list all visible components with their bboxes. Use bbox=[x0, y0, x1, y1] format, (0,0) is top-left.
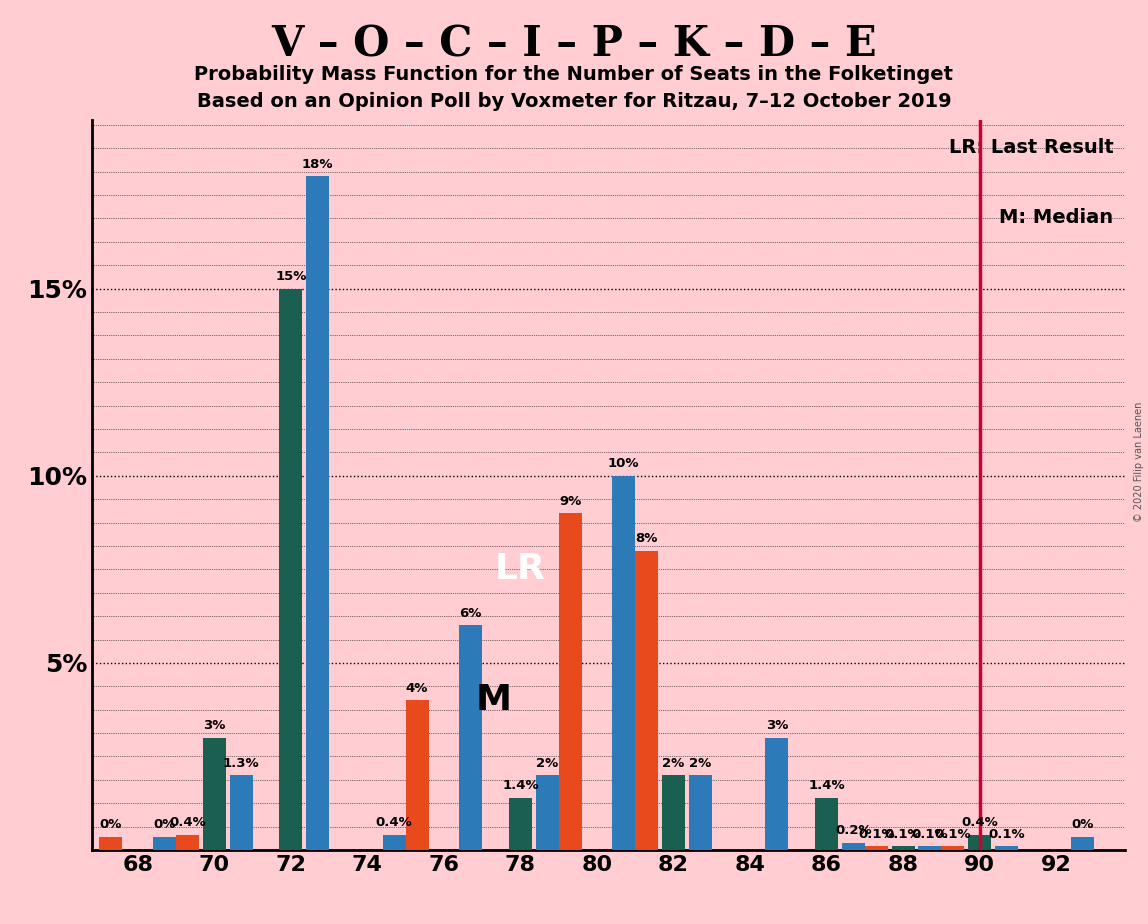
Bar bbox=[918, 846, 941, 850]
Text: 0.4%: 0.4% bbox=[169, 817, 205, 830]
Bar bbox=[203, 737, 226, 850]
Text: 0.4%: 0.4% bbox=[375, 817, 412, 830]
Bar bbox=[230, 775, 253, 850]
Text: 3%: 3% bbox=[766, 719, 788, 732]
Bar bbox=[279, 288, 302, 850]
Text: 0.1%: 0.1% bbox=[912, 828, 948, 841]
Text: 2%: 2% bbox=[536, 757, 558, 770]
Bar bbox=[559, 513, 582, 850]
Text: 18%: 18% bbox=[302, 158, 333, 171]
Text: M: M bbox=[475, 684, 512, 717]
Bar bbox=[509, 797, 532, 850]
Text: Based on an Opinion Poll by Voxmeter for Ritzau, 7–12 October 2019: Based on an Opinion Poll by Voxmeter for… bbox=[196, 92, 952, 112]
Bar bbox=[1071, 837, 1094, 850]
Text: 6%: 6% bbox=[459, 607, 482, 620]
Text: 2%: 2% bbox=[689, 757, 712, 770]
Text: 0.1%: 0.1% bbox=[885, 828, 922, 841]
Text: 0.1%: 0.1% bbox=[988, 828, 1025, 841]
Bar bbox=[892, 846, 915, 850]
Text: LR: LR bbox=[495, 553, 545, 587]
Text: M: Median: M: Median bbox=[1000, 208, 1114, 226]
Bar bbox=[968, 835, 991, 850]
Text: 8%: 8% bbox=[636, 532, 658, 545]
Bar bbox=[459, 626, 482, 850]
Text: 2%: 2% bbox=[662, 757, 684, 770]
Bar bbox=[815, 797, 838, 850]
Text: 10%: 10% bbox=[608, 457, 639, 470]
Text: Probability Mass Function for the Number of Seats in the Folketinget: Probability Mass Function for the Number… bbox=[194, 65, 954, 84]
Text: 1.4%: 1.4% bbox=[808, 779, 845, 792]
Text: 0%: 0% bbox=[100, 819, 122, 832]
Bar bbox=[864, 846, 887, 850]
Text: 1.4%: 1.4% bbox=[502, 779, 538, 792]
Bar bbox=[536, 775, 559, 850]
Bar bbox=[153, 837, 176, 850]
Bar bbox=[995, 846, 1018, 850]
Text: © 2020 Filip van Laenen: © 2020 Filip van Laenen bbox=[1134, 402, 1143, 522]
Bar bbox=[176, 835, 199, 850]
Bar bbox=[635, 551, 658, 850]
Bar bbox=[100, 837, 123, 850]
Text: 0.4%: 0.4% bbox=[961, 817, 998, 830]
Text: 15%: 15% bbox=[276, 270, 307, 283]
Text: V – O – C – I – P – K – D – E: V – O – C – I – P – K – D – E bbox=[271, 23, 877, 65]
Text: 0%: 0% bbox=[1072, 819, 1094, 832]
Bar bbox=[941, 846, 964, 850]
Bar bbox=[307, 176, 329, 850]
Bar bbox=[689, 775, 712, 850]
Text: 0.1%: 0.1% bbox=[934, 828, 971, 841]
Bar bbox=[841, 843, 864, 850]
Text: 1.3%: 1.3% bbox=[223, 757, 259, 770]
Text: 9%: 9% bbox=[559, 494, 581, 507]
Bar bbox=[662, 775, 685, 850]
Text: 4%: 4% bbox=[406, 682, 428, 695]
Bar bbox=[766, 737, 789, 850]
Text: 0.2%: 0.2% bbox=[835, 824, 871, 837]
Text: 0.1%: 0.1% bbox=[858, 828, 894, 841]
Text: LR: Last Result: LR: Last Result bbox=[948, 139, 1114, 157]
Text: 0%: 0% bbox=[154, 819, 176, 832]
Bar bbox=[382, 835, 405, 850]
Text: 3%: 3% bbox=[203, 719, 225, 732]
Bar bbox=[405, 700, 428, 850]
Bar bbox=[612, 476, 635, 850]
